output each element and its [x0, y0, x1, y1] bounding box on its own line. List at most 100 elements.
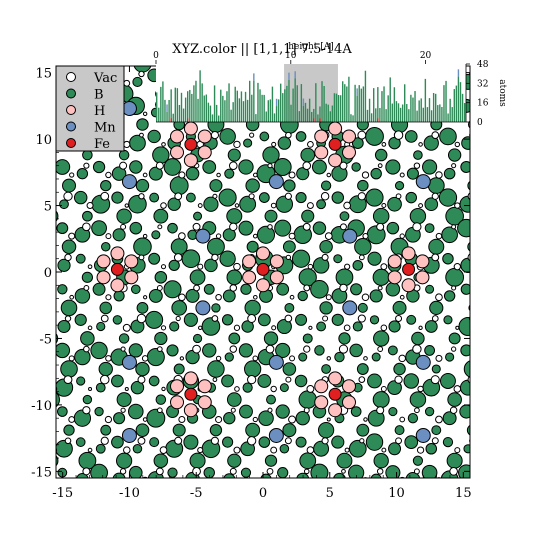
atom-b — [294, 374, 308, 388]
atom-b — [207, 360, 225, 378]
histogram-bar — [292, 88, 294, 122]
atom-b — [357, 179, 369, 192]
atom-b — [112, 472, 126, 478]
atom-b — [226, 392, 242, 407]
atom-b — [301, 209, 315, 223]
atom-h — [124, 254, 139, 269]
histogram-bar — [459, 82, 462, 122]
histogram-bar — [195, 80, 197, 122]
atom-b — [413, 150, 423, 160]
atom-b — [111, 166, 127, 181]
atom-h — [183, 121, 198, 136]
atom-vac — [289, 355, 296, 362]
x-tick-label: 0 — [259, 486, 267, 501]
atom-vac — [307, 263, 314, 270]
atom-vac — [142, 111, 148, 117]
atom-vac — [87, 447, 93, 453]
atom-fe — [328, 387, 342, 401]
atom-vac — [395, 437, 402, 445]
atom-vac — [307, 141, 314, 148]
atom-b — [256, 225, 276, 244]
atom-b — [224, 168, 235, 179]
atom-vac — [361, 293, 370, 302]
atom-b — [163, 158, 182, 176]
atom-b — [388, 442, 402, 456]
atom-vac — [455, 325, 460, 330]
histogram-y-tick-label: 48 — [477, 60, 489, 70]
atom-b — [80, 331, 95, 346]
atom-b — [168, 259, 180, 272]
atom-vac — [233, 446, 241, 454]
atom-b — [459, 404, 470, 419]
atom-h — [314, 145, 329, 160]
histogram-bar — [439, 104, 441, 122]
histogram-bar — [234, 86, 236, 122]
atom-b — [76, 376, 86, 386]
atom-vac — [64, 315, 72, 322]
legend-label: Fe — [94, 137, 110, 152]
atom-vac — [454, 141, 461, 148]
atom-mn — [268, 174, 284, 190]
atom-vac — [285, 254, 292, 261]
histogram-bar — [232, 102, 234, 122]
atom-b — [369, 289, 383, 303]
histogram-y-tick-label: 0 — [477, 118, 483, 128]
histogram-bar-mn — [275, 98, 278, 107]
atom-b — [312, 257, 330, 274]
atom-b — [349, 343, 363, 358]
atom-vac — [138, 70, 145, 78]
atom-vac — [376, 222, 385, 231]
atom-b — [136, 118, 149, 131]
atom-vac — [381, 203, 387, 209]
atom-vac — [47, 163, 52, 168]
atom-vac — [341, 468, 346, 474]
atom-vac — [357, 314, 366, 323]
atom-b — [275, 404, 290, 419]
atom-b — [75, 253, 86, 264]
atom-b — [369, 315, 380, 325]
atom-b — [373, 453, 389, 469]
histogram-bar — [366, 109, 369, 122]
atom-mn — [195, 300, 211, 316]
atom-vac — [215, 233, 222, 239]
atom-vac — [122, 323, 131, 332]
atom-b — [56, 439, 73, 458]
atom-vac — [47, 224, 52, 229]
atom-vac — [87, 264, 93, 270]
atom-b — [116, 208, 132, 224]
legend-marker-vac — [66, 72, 76, 82]
atom-b — [387, 196, 402, 212]
atom-vac — [211, 253, 219, 262]
histogram-bar — [308, 98, 311, 122]
atom-b — [221, 314, 234, 326]
atom-mn — [121, 354, 137, 370]
atom-b — [321, 364, 332, 374]
atom-b — [239, 195, 257, 213]
atom-b — [352, 321, 363, 332]
atom-vac — [160, 325, 167, 331]
atom-vac — [179, 356, 185, 361]
atom-b — [276, 318, 292, 335]
atom-b — [316, 321, 327, 332]
histogram-bar — [387, 95, 389, 122]
atom-vac — [120, 407, 126, 413]
atom-vac — [358, 376, 366, 383]
atom-b — [316, 199, 327, 210]
atom-h — [170, 145, 185, 160]
histogram-bar-mn — [288, 72, 290, 80]
histogram-bar — [156, 92, 158, 122]
atom-vac — [308, 325, 313, 330]
atom-b — [385, 159, 401, 175]
atom-b — [291, 249, 311, 268]
atom-b — [167, 197, 181, 211]
atom-vac — [413, 162, 421, 169]
atom-vac — [435, 171, 443, 179]
atom-vac — [63, 191, 73, 201]
histogram-bar — [184, 97, 187, 122]
x-tick-label: 15 — [455, 486, 472, 501]
atom-vac — [418, 325, 423, 330]
atom-b — [409, 391, 427, 408]
atom-b — [221, 374, 235, 388]
histogram-bar — [379, 108, 381, 122]
